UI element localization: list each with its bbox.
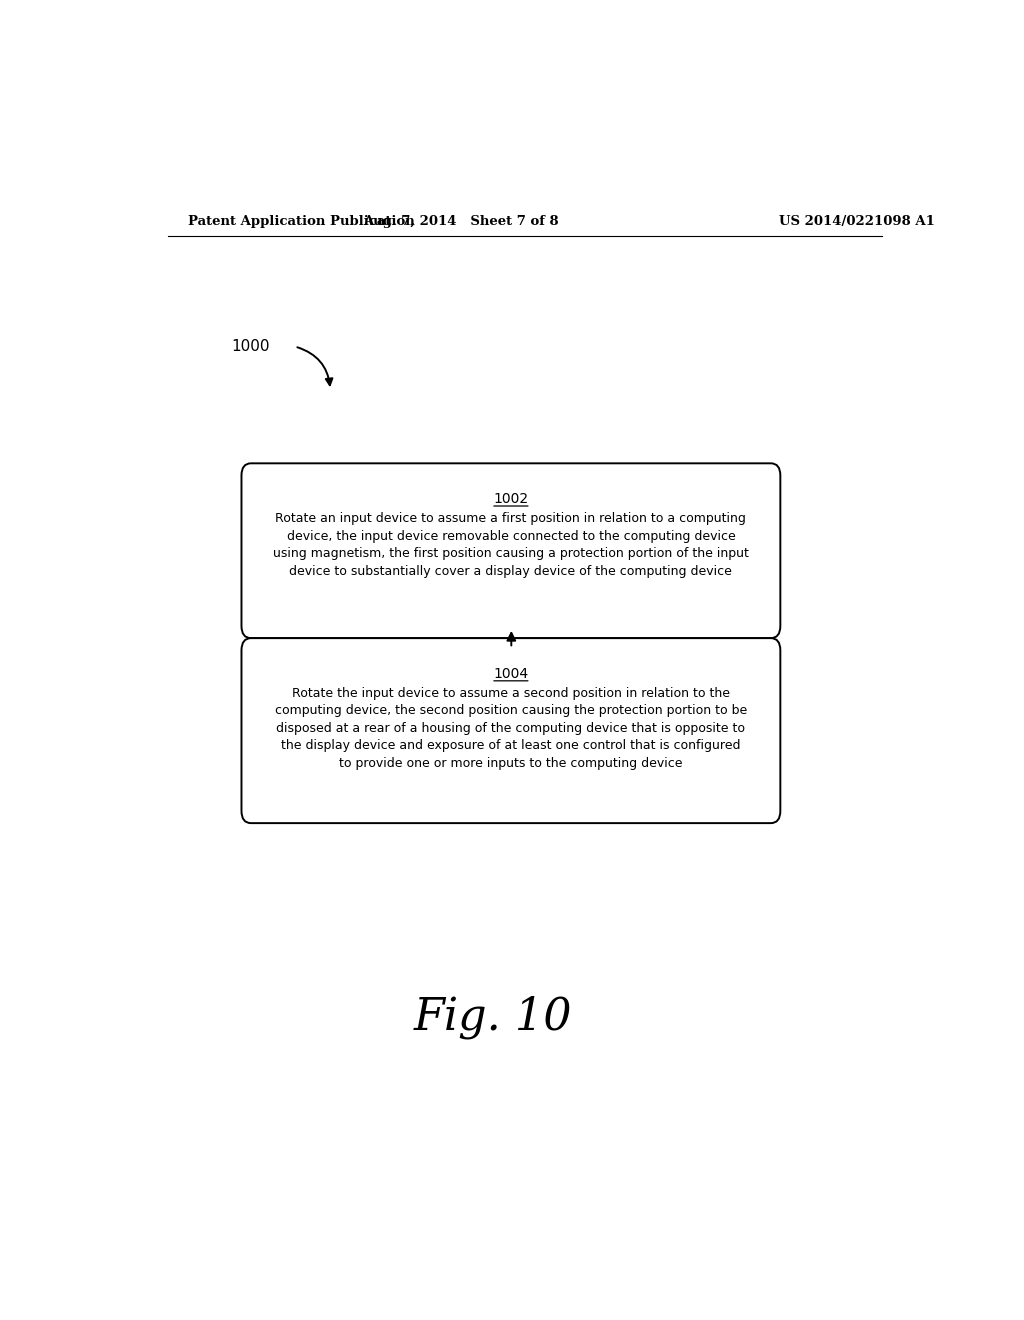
FancyBboxPatch shape bbox=[242, 638, 780, 824]
Text: Rotate an input device to assume a first position in relation to a computing
dev: Rotate an input device to assume a first… bbox=[273, 512, 749, 578]
Text: Patent Application Publication: Patent Application Publication bbox=[187, 215, 415, 228]
Text: 1004: 1004 bbox=[494, 667, 528, 681]
FancyBboxPatch shape bbox=[242, 463, 780, 638]
Text: 1002: 1002 bbox=[494, 492, 528, 506]
Text: US 2014/0221098 A1: US 2014/0221098 A1 bbox=[778, 215, 935, 228]
Text: 1000: 1000 bbox=[231, 339, 269, 354]
Text: Rotate the input device to assume a second position in relation to the
computing: Rotate the input device to assume a seco… bbox=[274, 686, 748, 770]
Text: Aug. 7, 2014   Sheet 7 of 8: Aug. 7, 2014 Sheet 7 of 8 bbox=[364, 215, 559, 228]
Text: Fig. 10: Fig. 10 bbox=[414, 995, 572, 1039]
